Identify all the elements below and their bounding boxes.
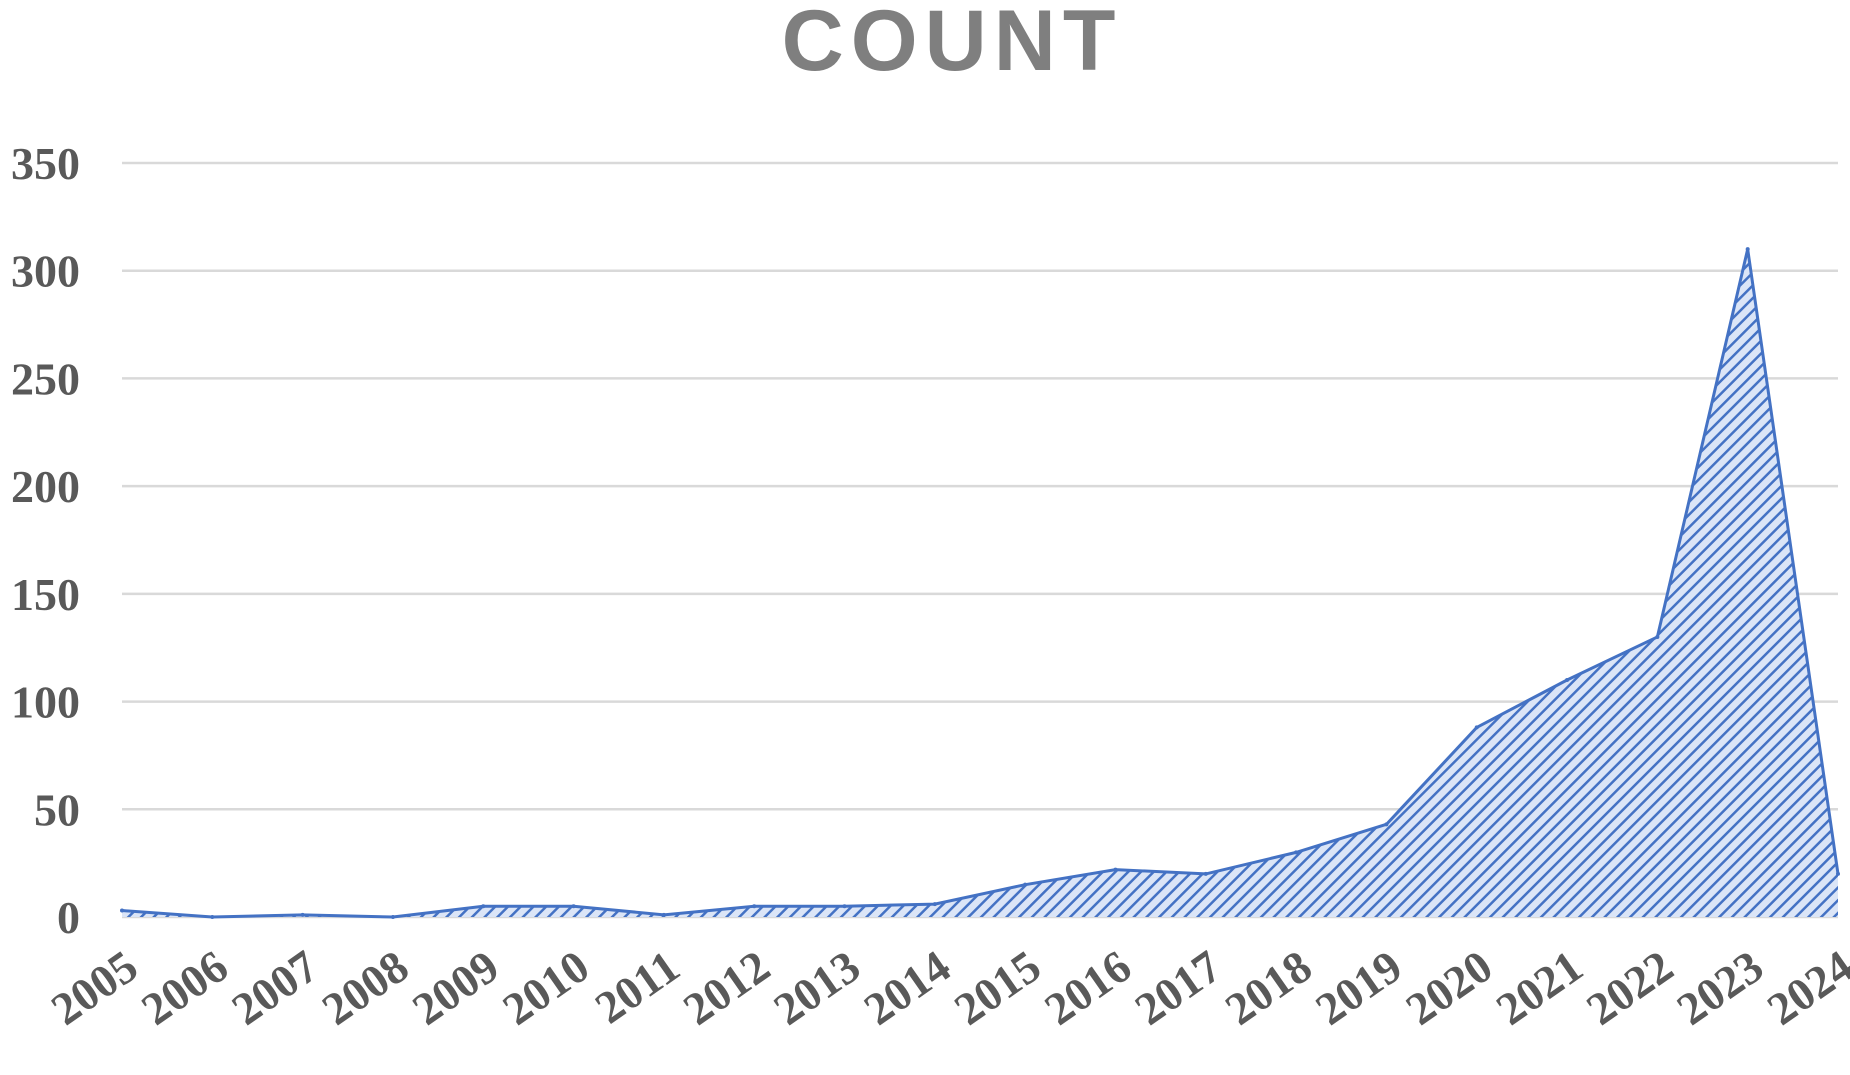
y-tick-label: 350 [11,138,80,189]
data-point-2006 [210,915,215,919]
data-point-2020 [1474,725,1479,730]
x-tick-label: 2005 [42,940,147,1035]
data-point-2019 [1384,822,1389,827]
data-point-2023 [1745,247,1750,252]
data-point-2017 [1203,871,1208,876]
data-point-2014 [932,902,937,907]
x-tick-label: 2015 [945,940,1050,1035]
x-tick-label: 2013 [764,940,869,1035]
y-tick-label: 200 [11,461,80,512]
x-tick-label: 2020 [1397,940,1502,1035]
y-tick-label: 250 [11,353,80,404]
data-point-2018 [1294,850,1299,855]
x-tick-label: 2007 [223,940,328,1035]
data-point-2011 [661,912,666,917]
area-fill [122,249,1838,917]
data-point-2009 [481,904,486,909]
x-tick-label: 2011 [586,940,689,1033]
y-tick-label: 100 [11,677,80,728]
area-series [120,247,1840,919]
y-axis: 0 50 100 150 200 250 300 350 [11,138,80,943]
chart-title: COUNT [782,0,1123,89]
x-tick-label: 2017 [1126,940,1231,1035]
x-tick-label: 2018 [1216,940,1321,1035]
data-point-2021 [1565,678,1570,683]
data-point-2013 [842,904,847,909]
x-tick-label: 2023 [1668,940,1773,1035]
data-point-2007 [300,912,305,917]
data-point-2010 [571,904,576,909]
x-tick-label: 2012 [674,940,779,1035]
x-axis: 2005200620072008200920102011201220132014… [42,940,1850,1035]
data-point-2022 [1655,634,1660,639]
y-tick-label: 50 [34,784,80,835]
x-tick-label: 2016 [1035,940,1140,1035]
x-tick-label: 2022 [1577,940,1682,1035]
y-tick-label: 0 [57,892,80,943]
x-tick-label: 2006 [132,940,237,1035]
data-point-2008 [390,915,395,919]
x-tick-label: 2010 [494,940,599,1035]
x-tick-label: 2014 [855,940,960,1035]
data-point-2012 [752,904,757,909]
x-tick-label: 2009 [403,940,508,1035]
area-top-edge [121,248,1840,919]
data-point-2005 [120,908,124,913]
grid-lines [122,161,1838,919]
x-tick-label: 2024 [1758,940,1850,1035]
data-point-2015 [1023,882,1028,887]
x-tick-label: 2019 [1306,940,1411,1035]
data-point-2024 [1836,871,1840,876]
y-tick-label: 300 [11,246,80,297]
x-tick-label: 2021 [1487,940,1592,1035]
data-point-2016 [1113,867,1118,872]
y-tick-label: 150 [11,569,80,620]
x-tick-label: 2008 [313,940,418,1035]
